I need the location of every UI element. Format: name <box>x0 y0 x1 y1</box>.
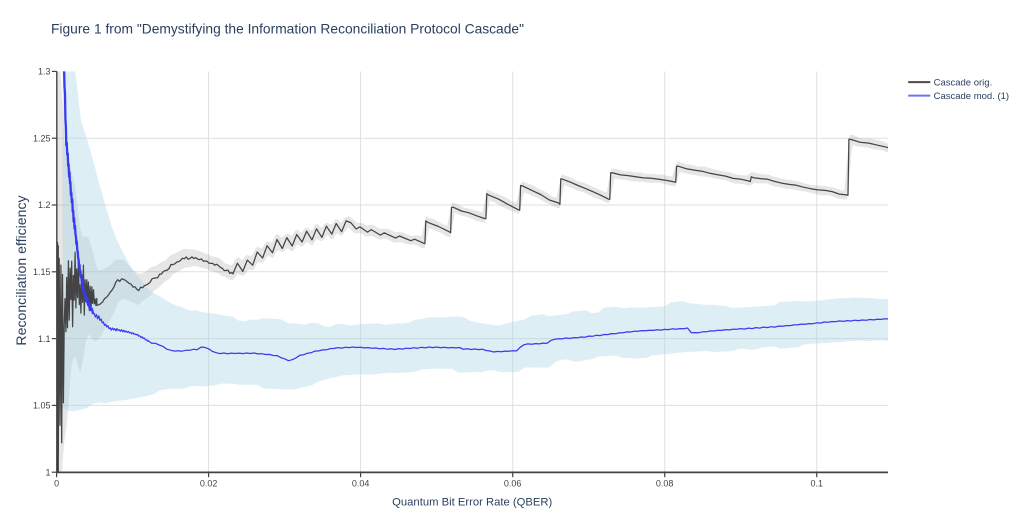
svg-text:Cascade mod. (1): Cascade mod. (1) <box>934 91 1010 102</box>
svg-text:Quantum Bit Error Rate (QBER): Quantum Bit Error Rate (QBER) <box>392 497 552 509</box>
svg-text:0: 0 <box>54 479 59 489</box>
svg-text:1.15: 1.15 <box>33 267 51 277</box>
svg-text:1.05: 1.05 <box>33 401 51 411</box>
svg-text:0.04: 0.04 <box>352 479 370 489</box>
svg-text:0.08: 0.08 <box>656 479 674 489</box>
svg-text:1.1: 1.1 <box>38 334 51 344</box>
svg-text:Figure 1 from "Demystifying th: Figure 1 from "Demystifying the Informat… <box>51 21 524 36</box>
svg-text:1.3: 1.3 <box>38 67 51 77</box>
svg-text:1.2: 1.2 <box>38 200 51 210</box>
svg-text:1.25: 1.25 <box>33 133 51 143</box>
svg-text:Reconciliation efficiency: Reconciliation efficiency <box>13 194 29 345</box>
svg-text:0.06: 0.06 <box>504 479 522 489</box>
svg-text:1: 1 <box>45 467 50 477</box>
svg-text:0.02: 0.02 <box>200 479 218 489</box>
svg-text:0.1: 0.1 <box>810 479 823 489</box>
svg-text:Cascade orig.: Cascade orig. <box>934 77 993 88</box>
